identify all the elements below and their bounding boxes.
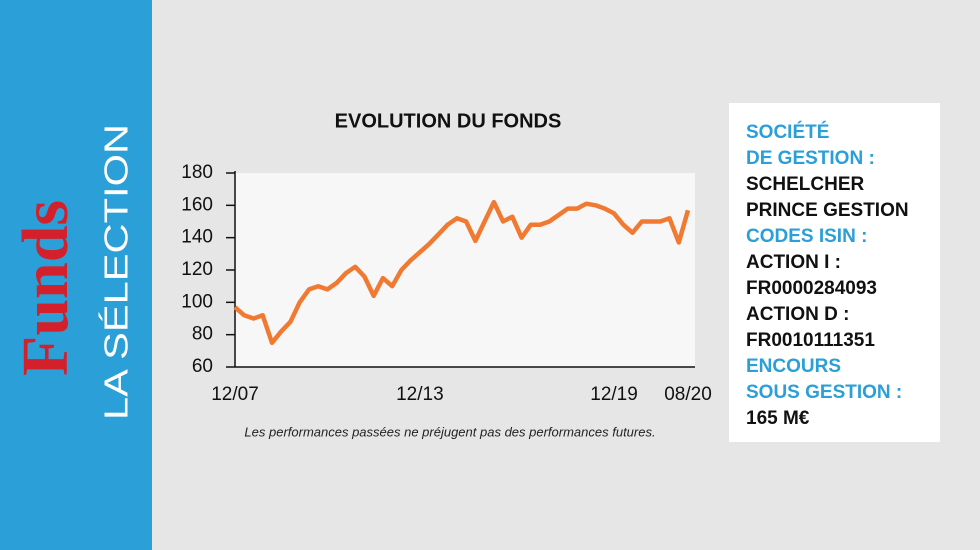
info-value: ACTION D : (746, 304, 849, 325)
info-heading: DE GESTION : (746, 148, 875, 169)
brand: Funds (9, 200, 82, 376)
info-panel (729, 103, 940, 442)
x-tick-label: 12/07 (211, 384, 259, 405)
y-tick-label: 120 (181, 259, 213, 280)
y-tick-label: 180 (181, 162, 213, 183)
y-tick-label: 60 (192, 356, 213, 377)
info-value: PRINCE GESTION (746, 200, 909, 221)
info-value: SCHELCHER (746, 174, 865, 195)
data-line (233, 199, 691, 346)
info-value: FR0010111351 (746, 330, 875, 351)
info-heading: CODES ISIN : (746, 226, 867, 247)
y-tick-label: 160 (181, 194, 213, 215)
x-tick-label: 08/20 (664, 384, 712, 405)
info-heading: SOCIÉTÉ (746, 121, 829, 143)
info-value: FR0000284093 (746, 278, 877, 299)
x-tick-label: 12/19 (590, 384, 638, 405)
plot-area (235, 173, 695, 367)
y-tick-label: 140 (181, 227, 213, 248)
y-tick-label: 80 (192, 324, 213, 345)
subtitle: LA SÉLECTION (98, 124, 135, 420)
chart-title: EVOLUTION DU FONDS (335, 110, 562, 132)
info-heading: SOUS GESTION : (746, 382, 902, 403)
info-value: 165 M€ (746, 408, 810, 429)
disclaimer: Les performances passées ne préjugent pa… (244, 424, 655, 439)
info-heading: ENCOURS (746, 356, 841, 377)
y-tick-label: 100 (181, 291, 213, 312)
x-tick-label: 12/13 (396, 384, 444, 405)
sidebar (0, 0, 152, 550)
info-value: ACTION I : (746, 252, 841, 273)
